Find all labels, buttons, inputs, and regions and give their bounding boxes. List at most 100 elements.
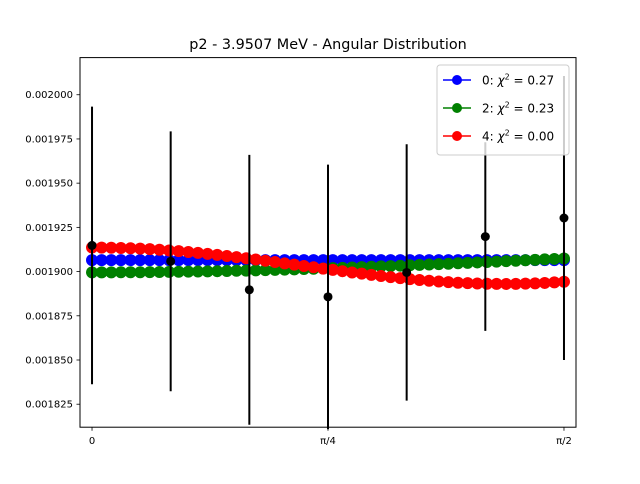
series-point xyxy=(278,257,291,270)
series-point xyxy=(423,258,436,271)
legend-label: 2: χ2 = 0.23 xyxy=(482,101,554,116)
series-point xyxy=(326,263,339,276)
series-point xyxy=(432,258,445,271)
data-point xyxy=(87,240,97,250)
series-point xyxy=(105,254,118,267)
series-point xyxy=(124,266,137,279)
series-point xyxy=(114,266,127,279)
series-point xyxy=(480,277,493,290)
series-point xyxy=(471,277,484,290)
series-point xyxy=(394,259,407,272)
series-point xyxy=(124,254,137,267)
series-point xyxy=(191,246,204,259)
legend-label-chi: χ xyxy=(497,102,506,116)
series-point xyxy=(413,258,426,271)
series-point xyxy=(153,254,166,267)
series-point xyxy=(191,265,204,278)
legend: 0: χ2 = 0.272: χ2 = 0.234: χ2 = 0.00 xyxy=(436,64,570,156)
y-tick-label: 0.001975 xyxy=(25,134,73,145)
series-point xyxy=(105,266,118,279)
series-point xyxy=(259,264,272,277)
x-tick-label: 0 xyxy=(89,436,95,447)
data-point xyxy=(480,232,490,242)
legend-label-value: = 0.00 xyxy=(510,130,554,144)
series-point xyxy=(490,255,503,268)
series-point xyxy=(105,241,118,254)
series-point xyxy=(249,264,262,277)
x-axis: 0 π/4 π/2 xyxy=(89,427,572,447)
chart-title: p2 - 3.9507 MeV - Angular Distribution xyxy=(189,37,467,53)
legend-label: 0: χ2 = 0.27 xyxy=(482,73,554,88)
series-point xyxy=(317,262,330,275)
series-point xyxy=(317,254,330,267)
series-point xyxy=(182,246,195,258)
series-point xyxy=(500,255,513,268)
series-point xyxy=(461,256,474,269)
series-point xyxy=(143,243,156,256)
series-point xyxy=(269,256,282,269)
series-point xyxy=(384,271,397,284)
y-tick-label: 0.001925 xyxy=(25,223,73,234)
legend-label-prefix: 2: xyxy=(482,102,498,116)
series-point xyxy=(95,241,108,254)
series-point xyxy=(423,274,436,287)
series-2 xyxy=(86,241,570,290)
series-point xyxy=(538,276,551,289)
data-point xyxy=(166,256,176,266)
legend-label: 4: χ2 = 0.00 xyxy=(482,129,554,144)
series-point xyxy=(374,270,387,282)
legend-items: 0: χ2 = 0.272: χ2 = 0.234: χ2 = 0.00 xyxy=(443,73,554,144)
y-tick-label: 0.001850 xyxy=(25,356,73,367)
series-point xyxy=(346,266,359,279)
series-point xyxy=(114,254,127,267)
series-point xyxy=(201,265,214,278)
series-point xyxy=(114,241,127,254)
data-point xyxy=(559,213,569,223)
legend-marker xyxy=(452,131,462,141)
series-point xyxy=(490,277,503,290)
legend-label-exponent: 2 xyxy=(505,129,510,138)
series-point xyxy=(355,267,368,280)
series-point xyxy=(442,257,455,270)
series-point xyxy=(519,277,532,290)
legend-label-exponent: 2 xyxy=(505,73,510,82)
series-point xyxy=(211,265,224,278)
series-point xyxy=(249,253,262,266)
y-tick-label: 0.001875 xyxy=(25,311,73,322)
series-point xyxy=(336,265,349,278)
data-point xyxy=(244,285,254,295)
series-point xyxy=(538,253,551,266)
series-point xyxy=(452,257,465,270)
series-point xyxy=(95,266,108,279)
series-point xyxy=(374,260,387,273)
legend-item: 0: χ2 = 0.27 xyxy=(443,73,554,88)
series-point xyxy=(134,254,147,267)
series-point xyxy=(134,266,147,279)
y-tick-label: 0.001900 xyxy=(25,267,73,278)
series-point xyxy=(211,248,224,261)
series-point xyxy=(220,265,233,277)
series-point xyxy=(461,277,474,290)
series-point xyxy=(471,256,484,269)
series-point xyxy=(413,273,426,286)
series-point xyxy=(529,277,542,290)
series-point xyxy=(548,276,561,289)
series-point xyxy=(172,265,185,278)
series-point xyxy=(172,245,185,258)
series-point xyxy=(230,251,243,264)
series-point xyxy=(163,244,176,257)
legend-label-prefix: 4: xyxy=(482,130,498,144)
series-point xyxy=(500,277,513,290)
series-point xyxy=(143,254,156,267)
series-point xyxy=(163,265,176,278)
series-point xyxy=(153,243,166,256)
series-point xyxy=(134,242,147,255)
series-point xyxy=(452,276,465,289)
legend-frame xyxy=(436,64,570,156)
series-point xyxy=(230,264,243,277)
series-point xyxy=(384,260,397,273)
legend-label-chi: χ xyxy=(497,130,506,144)
series-point xyxy=(307,261,320,274)
